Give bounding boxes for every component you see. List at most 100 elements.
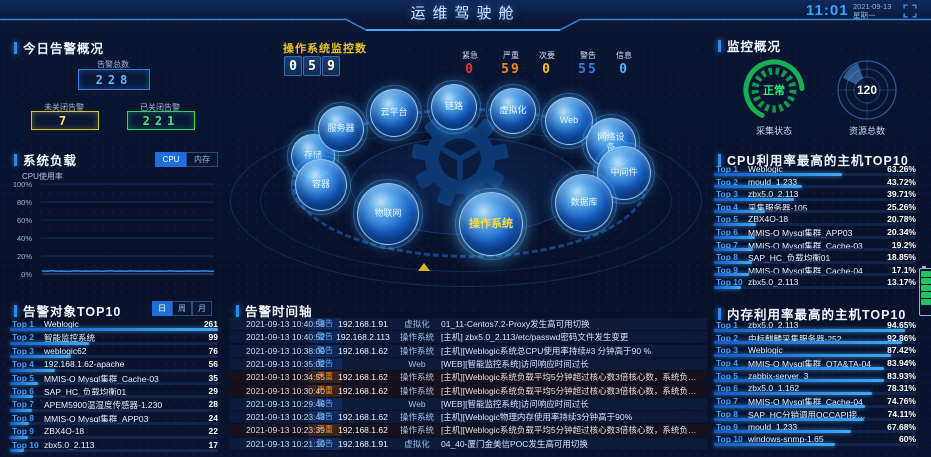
alarm-open-value: 7 (31, 111, 99, 130)
timeline-ip: 192.168.1.62 (338, 385, 388, 396)
tab-week[interactable]: 周 (172, 301, 192, 316)
top-list-row: Top 5 zabbix-server_3 83.93% (712, 371, 918, 384)
timeline-type: 操作系统 (399, 412, 434, 423)
ring-bubble-label: 物联网 (374, 208, 402, 219)
top-list-row: Top 5 MMIS-O Mysql集群_Cache-03 35 (8, 373, 220, 386)
ring-bubble-中间件[interactable]: 中间件 (593, 142, 655, 204)
top-list-row: Top 9 MMIS-O Mysql集群_Cache-04 17.1% (712, 265, 918, 278)
timeline-time: 2021-09-13 10:35:02 (246, 358, 325, 369)
timeline-list: 2021-09-13 10:40:58 警告 192.168.1.91 虚拟化 01_1… (230, 318, 707, 452)
row-rank: Top 3 (12, 345, 35, 356)
page-title: 运维驾驶舱 (410, 5, 521, 22)
row-rank: Top 7 (12, 399, 35, 410)
row-value: 83.94% (887, 358, 916, 369)
row-rank: Top 6 (716, 226, 739, 237)
timeline-message: [主机][Weblogic系统负载平均5分钟超过核心数3倍核心数，系统负载过高 (441, 372, 701, 383)
ring-bubble-虚拟化[interactable]: 虚拟化 (486, 84, 540, 138)
timeline-row: 2021-09-13 10:40:58 警告 192.168.1.91 虚拟化 01_1… (230, 318, 707, 331)
row-value: 13.17% (887, 277, 916, 288)
timeline-type: 操作系统 (399, 345, 434, 356)
tab-memory[interactable]: 内存 (186, 152, 218, 167)
row-value: 87.42% (887, 345, 916, 356)
ring-bubble-label: 容器 (311, 179, 330, 190)
timeline-time: 2021-09-13 10:21:10 (246, 438, 325, 449)
row-bar (714, 354, 916, 358)
severity-value: 0 (465, 62, 475, 77)
timeline-time: 2021-09-13 10:29:46 (246, 398, 325, 409)
ring-bubble-label: 链路 (444, 101, 463, 112)
timeline-type: 虚拟化 (404, 438, 430, 449)
row-bar (714, 235, 916, 239)
timeline-level-badge: 警告 (308, 318, 342, 330)
ring-bubble-数据库[interactable]: 数据库 (551, 170, 617, 236)
tab-day[interactable]: 日 (152, 301, 172, 316)
timeline-type: Web (408, 398, 426, 409)
tab-cpu[interactable]: CPU (155, 152, 187, 167)
header-bar (0, 0, 931, 20)
timeline-level-badge: 严重 (308, 424, 342, 437)
top-list-row: Top 8 SAP_HC分销调用OCCAPI接口04 74.11% (712, 409, 918, 422)
top-list-row: Top 7 APEM5900温湿度传感器-1.230 28 (8, 399, 220, 412)
ring-bubble-label: 中间件 (610, 167, 638, 178)
row-value: 24 (208, 412, 218, 423)
resource-ring: 存储服务器云平台链路虚拟化Web网络设备中间件数据库操作系统物联网容器 (230, 80, 702, 290)
top-list-row: Top 3 zbx5.0_2.113 39.71% (712, 189, 918, 202)
scroll-up-arrow[interactable] (418, 263, 430, 271)
timeline-time: 2021-09-13 10:23:39 (246, 425, 325, 436)
timeline-type: 操作系统 (399, 332, 434, 343)
severity-counter: 信息 0 (604, 50, 644, 77)
row-rank: Top 1 (12, 319, 35, 329)
top-list-row: Top 3 Weblogic 87.42% (712, 345, 918, 358)
ytick: 60% (16, 216, 32, 225)
severity-value: 59 (501, 62, 521, 77)
timeline-ip: 192.168.1.62 (338, 425, 388, 436)
top-list-row: Top 1 Weblogic 261 (8, 319, 220, 332)
ring-bubble-操作系统[interactable]: 操作系统 (455, 188, 527, 260)
top-list-row: Top 2 中标麒麟采集服务器-252 92.86% (712, 333, 918, 346)
row-value: 28 (208, 399, 218, 410)
severity-counter: 严重 59 (491, 50, 531, 77)
panel-title-system-load: 系统负载 (14, 150, 77, 169)
severity-counter: 紧急 0 (450, 50, 490, 77)
row-rank: Top 9 (12, 426, 35, 437)
timeline-message: [主机] zbx5.0_2.113/etc/passwd密码文件发生变更 (441, 332, 629, 343)
timeline-type: 操作系统 (399, 385, 434, 396)
row-rank: Top 10 (716, 434, 743, 445)
ring-bubble-容器[interactable]: 容器 (291, 155, 351, 215)
collect-status-label: 采集状态 (755, 126, 792, 136)
resource-total-label: 资源总数 (848, 126, 885, 136)
row-bar (10, 341, 218, 345)
ring-bubble-物联网[interactable]: 物联网 (353, 179, 423, 249)
severity-value: 55 (578, 62, 598, 77)
timeline-row: 2021-09-13 10:30:40 严重 192.168.1.62 操作系统 [主机… (230, 384, 707, 398)
row-value: 17.1% (891, 264, 916, 275)
row-bar (10, 368, 218, 372)
timeline-ip: 192.168.2.113 (336, 332, 390, 343)
row-bar (10, 395, 218, 399)
row-value: 29 (208, 385, 218, 396)
ring-bubble-服务器[interactable]: 服务器 (314, 102, 368, 156)
row-value: 74.11% (887, 408, 916, 419)
timeline-row: 2021-09-13 10:23:43 警告 192.168.1.62 操作系统 [主机… (230, 411, 707, 425)
ring-bubble-云平台[interactable]: 云平台 (366, 85, 422, 141)
top-list-row: Top 2 智能监控系统 99 (8, 332, 220, 345)
row-value: 67.68% (887, 421, 916, 432)
tab-month[interactable]: 月 (192, 301, 212, 316)
fullscreen-icon[interactable] (903, 4, 917, 18)
alarm-total-label: 告警总数 (97, 60, 129, 69)
top-list-row: Top 1 Weblogic 63.26% (712, 164, 918, 177)
row-value: 76 (208, 345, 218, 356)
timeline-message: [WEB][智能监控系统]访问响应时间过长 (441, 398, 589, 409)
top-list-row: Top 4 MMIS-O Mysql集群_OTA&TA-04 83.94% (712, 358, 918, 371)
os-monitor-label: 操作系统监控数 (283, 43, 367, 55)
timeline-level-badge: 警告 (308, 331, 342, 344)
row-rank: Top 5 (716, 214, 739, 225)
row-bar (714, 404, 916, 408)
row-bar (714, 366, 916, 370)
row-rank: Top 9 (716, 264, 739, 275)
timeline-level-badge: 警告 (308, 357, 342, 370)
row-host-name: 192.168.1.62-apache (44, 359, 125, 370)
row-bar (714, 197, 916, 201)
ring-bubble-链路[interactable]: 链路 (427, 80, 481, 134)
alarm-objects-list: Top 1 Weblogic 261 Top 2 智能监控系统 99 Top 3 weblog… (8, 319, 220, 453)
